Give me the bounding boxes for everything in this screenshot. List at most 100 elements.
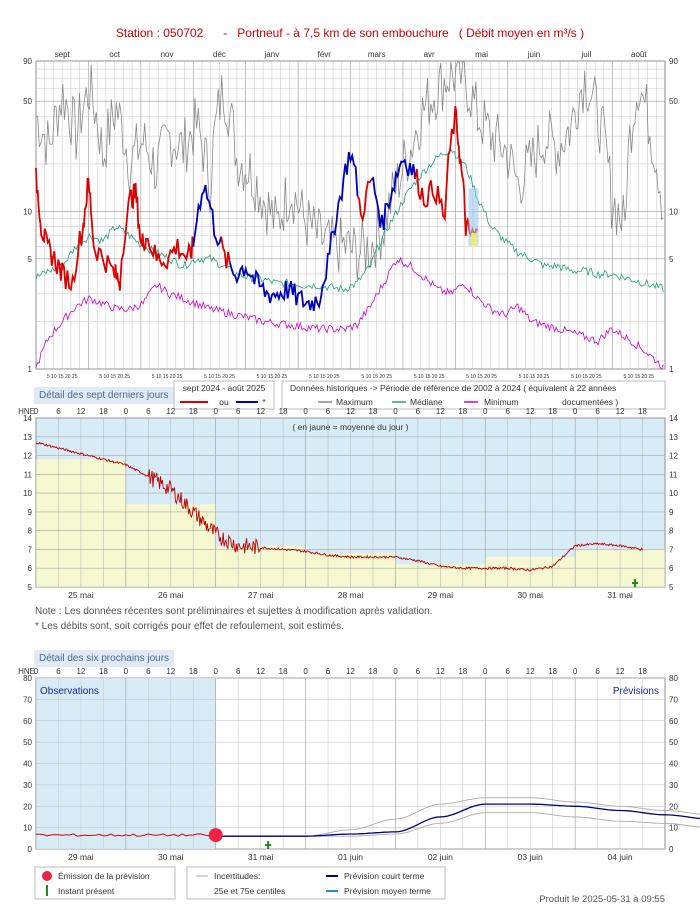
- week-ytick-left: 10: [23, 489, 32, 498]
- forecast-hour-tick: 12: [616, 667, 625, 676]
- week-hour-tick: 12: [346, 407, 355, 416]
- legend-star: *: [262, 397, 266, 407]
- forecast-day-label: 29 mai: [68, 852, 94, 862]
- legend-hist-title: Données historiques -> Période de référe…: [290, 383, 616, 393]
- week-ytick-left: 5: [28, 583, 33, 592]
- legend-period-box: [173, 380, 275, 410]
- forecast-hour-tick: 12: [76, 667, 85, 676]
- chart-title: Station : 050702 - Portneuf - à 7,5 km d…: [115, 26, 585, 40]
- forecast-hour-tick: 12: [436, 667, 445, 676]
- week-ytick-right: 9: [669, 508, 674, 517]
- legend-instant: Instant présent: [58, 886, 115, 896]
- annual-ytick-right: 1: [669, 365, 674, 374]
- forecast-ytick-right: 50: [669, 738, 678, 747]
- week-hour-tick: 0: [34, 407, 39, 416]
- week-ytick-left: 6: [28, 564, 33, 573]
- week-hour-tick: 12: [436, 407, 445, 416]
- day-tick-label: 5 10 15 20 25: [623, 374, 654, 380]
- week-hour-tick: 0: [124, 407, 129, 416]
- week-hour-tick: 6: [236, 407, 241, 416]
- forecast-hour-tick: 18: [369, 667, 378, 676]
- forecast-ytick-right: 80: [669, 674, 678, 683]
- legend-period-title: sept 2024 - août 2025: [183, 383, 266, 393]
- annual-ytick-left: 5: [28, 255, 33, 264]
- observations-label: Observations: [40, 686, 99, 697]
- legend-documented: documentées ): [562, 397, 618, 407]
- month-label: janv: [264, 50, 280, 59]
- month-label: mars: [368, 50, 386, 59]
- annual-ytick-right: 10: [669, 207, 678, 216]
- week-ytick-right: 11: [669, 470, 678, 479]
- forecast-hour-tick: 6: [236, 667, 241, 676]
- forecast-observed-line: [36, 833, 216, 837]
- annual-ytick-left: 90: [23, 57, 32, 66]
- forecast-ytick-left: 80: [23, 674, 32, 683]
- forecast-ytick-right: 0: [669, 845, 674, 854]
- annual-ytick-right: 90: [669, 57, 678, 66]
- month-label: sept: [55, 50, 71, 59]
- forecast-ytick-left: 40: [23, 760, 32, 769]
- forecast-hour-tick: 6: [416, 667, 421, 676]
- observed-estimated-line: [192, 184, 223, 247]
- week-hour-tick: 0: [483, 407, 488, 416]
- forecast-hour-tick: 18: [189, 667, 198, 676]
- week-ytick-left: 9: [28, 508, 33, 517]
- observed-line: [35, 167, 195, 292]
- legend-ou: ou: [219, 397, 229, 407]
- week-hour-tick: 6: [56, 407, 61, 416]
- week-hour-tick: 18: [99, 407, 108, 416]
- forecast-day-label: 04 juin: [608, 852, 633, 862]
- forecast-ytick-right: 70: [669, 695, 678, 704]
- legend-min: Minimum: [484, 397, 518, 407]
- week-ytick-left: 12: [23, 452, 32, 461]
- week-hour-tick: 18: [279, 407, 288, 416]
- week-hour-tick: 18: [548, 407, 557, 416]
- week-ytick-right: 5: [669, 583, 674, 592]
- forecast-hour-tick: 0: [303, 667, 308, 676]
- forecast-ytick-right: 10: [669, 824, 678, 833]
- produced-timestamp: Produit le 2025-05-31 à 09:55: [539, 894, 665, 905]
- forecast-ytick-left: 70: [23, 695, 32, 704]
- week-ytick-right: 8: [669, 527, 674, 536]
- legend-emission: Émission de la prévision: [58, 871, 150, 881]
- observed-estimated-line: [370, 158, 416, 231]
- legend-short-term: Prévision court terme: [344, 871, 425, 881]
- day-tick-label: 5 10 15 20 25: [309, 374, 340, 380]
- legend-percentiles: 25e et 75e centiles: [214, 886, 285, 896]
- forecast-hour-tick: 0: [393, 667, 398, 676]
- forecast-hour-tick: 18: [279, 667, 288, 676]
- annual-ytick-left: 50: [23, 97, 32, 106]
- legend-medium-term: Prévision moyen terme: [344, 886, 431, 896]
- forecast-ytick-right: 40: [669, 760, 678, 769]
- month-label: août: [631, 50, 647, 59]
- forecast-ytick-left: 50: [23, 738, 32, 747]
- week-hour-tick: 12: [76, 407, 85, 416]
- week-hour-tick: 12: [526, 407, 535, 416]
- legend-forecast-box: [186, 866, 446, 900]
- annual-ytick-right: 50: [669, 97, 678, 106]
- last-week-mean-marker: [471, 232, 478, 247]
- month-label: mai: [475, 50, 488, 59]
- forecast-hour-tick: 6: [146, 667, 151, 676]
- forecast-hour-tick: 18: [99, 667, 108, 676]
- day-tick-label: 5 10 15 20 25: [519, 374, 550, 380]
- week-day-label: 25 mai: [68, 590, 94, 600]
- observed-line: [220, 236, 231, 269]
- forecast-hour-tick: 18: [638, 667, 647, 676]
- week-ytick-right: 13: [669, 433, 678, 442]
- week-ytick-left: 8: [28, 527, 33, 536]
- forecast-day-label: 02 juin: [428, 852, 453, 862]
- day-tick-label: 5 10 15 20 25: [361, 374, 392, 380]
- forecast-ytick-right: 60: [669, 717, 678, 726]
- forecast-hour-tick: 0: [483, 667, 488, 676]
- observed-line: [356, 178, 373, 223]
- week-hour-tick: 0: [213, 407, 218, 416]
- week-ytick-left: 11: [24, 470, 33, 479]
- week-day-label: 26 mai: [158, 590, 184, 600]
- median-line: [35, 148, 664, 293]
- day-tick-label: 5 10 15 20 25: [466, 374, 497, 380]
- month-label: déc: [213, 50, 226, 59]
- forecast-hour-tick: 6: [56, 667, 61, 676]
- legend-median: Médiane: [410, 397, 443, 407]
- forecast-ytick-left: 60: [23, 717, 32, 726]
